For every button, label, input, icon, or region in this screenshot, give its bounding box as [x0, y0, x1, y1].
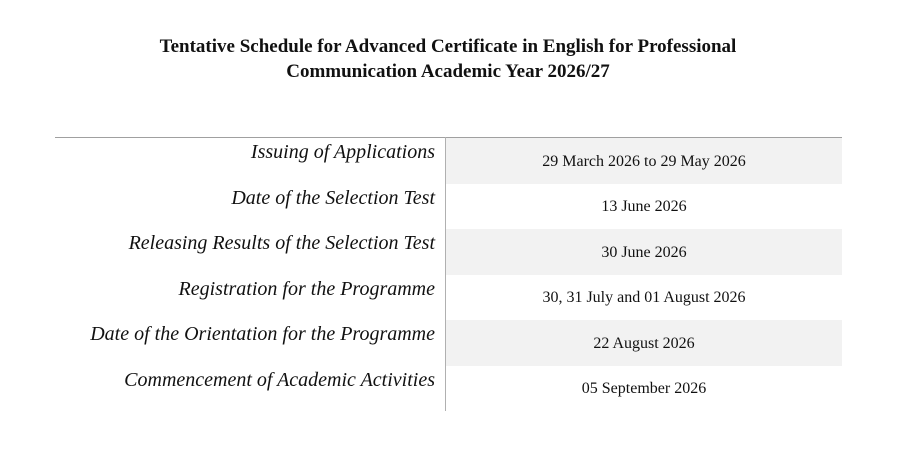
event-label: Date of the Selection Test [231, 186, 435, 209]
table-row: Releasing Results of the Selection Test … [55, 229, 842, 275]
title-line-1: Tentative Schedule for Advanced Certific… [159, 36, 737, 57]
column-divider [445, 137, 446, 411]
event-label: Issuing of Applications [250, 141, 435, 163]
event-label: Registration for the Programme [178, 277, 435, 300]
table-row: Date of the Orientation for the Programm… [55, 320, 842, 366]
event-label: Commencement of Academic Activities [124, 368, 435, 391]
event-date: 22 August 2026 [446, 320, 842, 366]
table-row: Commencement of Academic Activities 05 S… [55, 366, 842, 412]
event-label: Releasing Results of the Selection Test [128, 232, 435, 254]
event-date: 30, 31 July and 01 August 2026 [542, 289, 746, 307]
table-row: Issuing of Applications 29 March 2026 to… [55, 138, 842, 184]
event-label: Date of the Orientation for the Programm… [90, 323, 435, 345]
event-date: 30 June 2026 [446, 229, 842, 275]
schedule-table: Issuing of Applications 29 March 2026 to… [55, 137, 842, 411]
page-title: Tentative Schedule for Advanced Certific… [0, 34, 896, 84]
event-date: 13 June 2026 [601, 198, 687, 216]
event-date: 05 September 2026 [581, 380, 707, 398]
table-row: Date of the Selection Test 13 June 2026 [55, 184, 842, 230]
title-line-2: Communication Academic Year 2026/27 [286, 61, 610, 82]
table-row: Registration for the Programme 30, 31 Ju… [55, 275, 842, 321]
event-date: 29 March 2026 to 29 May 2026 [446, 138, 842, 184]
